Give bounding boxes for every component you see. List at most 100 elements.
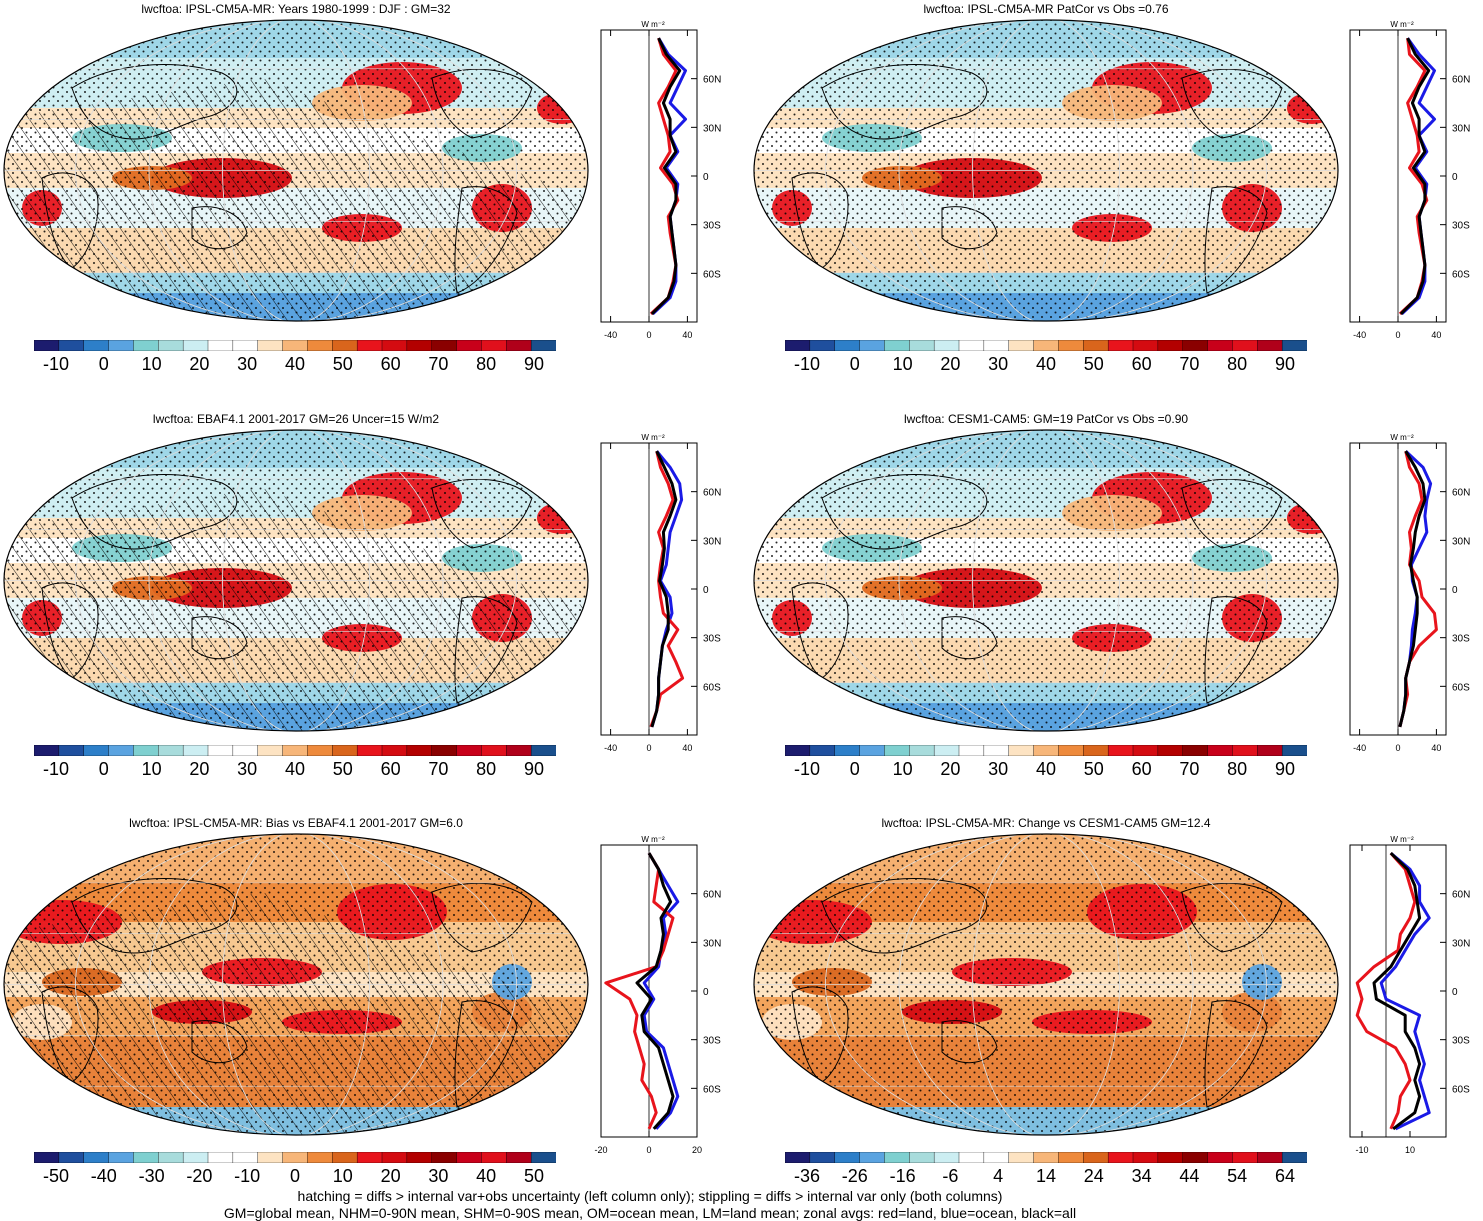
colorbar-tick-label: -26 — [841, 1166, 868, 1186]
zonal-y-tick-label: 60N — [703, 488, 721, 499]
colorbar-swatch — [1207, 745, 1234, 756]
colorbar-swatch — [1132, 340, 1159, 351]
zonal-x-tick-label: 0 — [646, 1145, 651, 1155]
colorbar-swatch — [406, 340, 433, 351]
zonal-y-tick-label: 0 — [1452, 987, 1458, 998]
colorbar-swatch — [182, 340, 209, 351]
colorbar-swatch — [1157, 745, 1184, 756]
colorbar-swatch — [332, 1152, 358, 1163]
zonal-mean-plot: W m⁻² -40 0 40 60N 30N 0 30S 60S — [1349, 20, 1470, 340]
zonal-y-tick-label: 30S — [703, 221, 721, 232]
colorbar-tick-label: 10 — [141, 759, 162, 779]
colorbar-swatch — [481, 340, 507, 351]
colorbar-tick-label: 60 — [380, 354, 401, 374]
world-map — [3, 19, 589, 322]
zonal-unit-label: W m⁻² — [1390, 433, 1414, 442]
colorbar-swatch — [456, 340, 483, 351]
world-map — [753, 429, 1339, 732]
colorbar-tick-label: 50 — [332, 354, 353, 374]
zonal-y-tick-label: 30S — [703, 1036, 721, 1047]
ocean-line — [1379, 851, 1431, 1131]
zonal-y-tick-label: 60S — [703, 1084, 721, 1095]
colorbar-swatch — [530, 1152, 556, 1163]
zonal-mean-plot: W m⁻² -20 0 20 60N 30N 0 30S 60S — [594, 835, 721, 1155]
footer-line-1: hatching = diffs > internal var+obs unce… — [297, 1188, 1003, 1204]
colorbar-swatch — [456, 1152, 483, 1163]
zonal-y-tick-label: 30S — [1452, 221, 1470, 232]
footer-line-2: GM=global mean, NHM=0-90N mean, SHM=0-90… — [223, 1205, 1077, 1221]
map-title: lwcftoa: CESM1-CAM5: GM=19 PatCor vs Obs… — [903, 412, 1189, 426]
map-title: lwcftoa: IPSL-CM5A-MR: Years 1980-1999 :… — [141, 2, 451, 16]
colorbar-tick-label: 50 — [1083, 354, 1104, 374]
colorbar-tick-label: 90 — [523, 759, 545, 779]
zonal-y-tick-label: 0 — [703, 987, 709, 998]
colorbar-swatch — [958, 1152, 985, 1163]
zonal-y-tick-label: 60S — [1452, 269, 1470, 280]
colorbar-swatch — [834, 1152, 861, 1163]
colorbar-swatch — [958, 745, 985, 756]
colorbar-swatch — [257, 340, 284, 351]
colorbar-swatch — [133, 745, 159, 756]
colorbar-swatch — [282, 745, 309, 756]
colorbar-swatch — [884, 1152, 910, 1163]
colorbar-tick-label: 64 — [1274, 1166, 1296, 1186]
colorbar-tick-label: -10 — [234, 1166, 261, 1186]
colorbar-swatch — [481, 1152, 507, 1163]
colorbar-swatch — [1033, 745, 1060, 756]
colorbar-tick-label: 80 — [1227, 354, 1248, 374]
colorbar-tick-label: 70 — [428, 759, 449, 779]
colorbar-swatch — [381, 745, 408, 756]
colorbar-swatch — [456, 745, 483, 756]
colorbar-tick-label: -10 — [793, 354, 821, 374]
colorbar-swatch — [207, 745, 234, 756]
colorbar-swatch — [282, 340, 309, 351]
colorbar-swatch — [58, 1152, 85, 1163]
colorbar-swatch — [1107, 340, 1134, 351]
colorbar-swatch — [356, 1152, 383, 1163]
zonal-y-tick-label: 60S — [703, 269, 721, 280]
zonal-unit-label: W m⁻² — [641, 835, 665, 844]
colorbar-swatch — [1058, 1152, 1084, 1163]
colorbar-tick-label: -40 — [90, 1166, 117, 1186]
zonal-y-tick-label: 60N — [1452, 890, 1470, 901]
zonal-x-tick-label: 10 — [1405, 1145, 1415, 1155]
colorbar-swatch — [1008, 340, 1035, 351]
colorbar-swatch — [1281, 745, 1307, 756]
colorbar-tick-label: 70 — [1179, 759, 1200, 779]
zonal-y-tick-label: 60N — [1452, 75, 1470, 86]
colorbar-swatch — [58, 745, 85, 756]
colorbar-swatch — [381, 1152, 408, 1163]
zonal-mean-plot: W m⁻² -40 0 40 60N 30N 0 30S 60S — [600, 20, 721, 340]
colorbar-swatch — [1008, 1152, 1035, 1163]
colorbar-swatch — [182, 745, 209, 756]
colorbar-swatch — [83, 340, 110, 351]
colorbar-tick-label: 40 — [284, 759, 306, 779]
zonal-y-tick-label: 0 — [703, 172, 709, 183]
colorbar-swatch — [909, 1152, 935, 1163]
zonal-x-tick-label: 40 — [682, 330, 692, 340]
colorbar-swatch — [1033, 340, 1060, 351]
colorbar-swatch — [1157, 340, 1184, 351]
zonal-x-tick-label: -20 — [594, 1145, 607, 1155]
colorbar-swatch — [1232, 745, 1258, 756]
zonal-y-tick-label: 30S — [1452, 634, 1470, 645]
colorbar — [785, 340, 1307, 351]
colorbar-swatch — [158, 1152, 184, 1163]
all-line — [1399, 37, 1431, 315]
colorbar-tick-label: 80 — [476, 354, 497, 374]
colorbar-swatch — [933, 745, 960, 756]
colorbar-swatch — [983, 340, 1010, 351]
zonal-x-tick-label: 40 — [682, 743, 692, 753]
colorbar-swatch — [257, 1152, 284, 1163]
colorbar-tick-label: 44 — [1179, 1166, 1200, 1186]
colorbar-tick-label: 20 — [380, 1166, 401, 1186]
zonal-x-tick-label: 0 — [646, 743, 651, 753]
zonal-x-tick-label: 0 — [1395, 330, 1400, 340]
zonal-mean-plot: W m⁻² -10 10 60N 30N 0 30S 60S — [1349, 835, 1470, 1155]
colorbar-tick-label: 0 — [849, 759, 860, 779]
colorbar-tick-label: 40 — [1035, 354, 1057, 374]
colorbar-swatch — [1107, 745, 1134, 756]
colorbar-swatch — [859, 745, 886, 756]
colorbar-tick-label: 0 — [849, 354, 860, 374]
colorbar-tick-label: 20 — [940, 354, 961, 374]
